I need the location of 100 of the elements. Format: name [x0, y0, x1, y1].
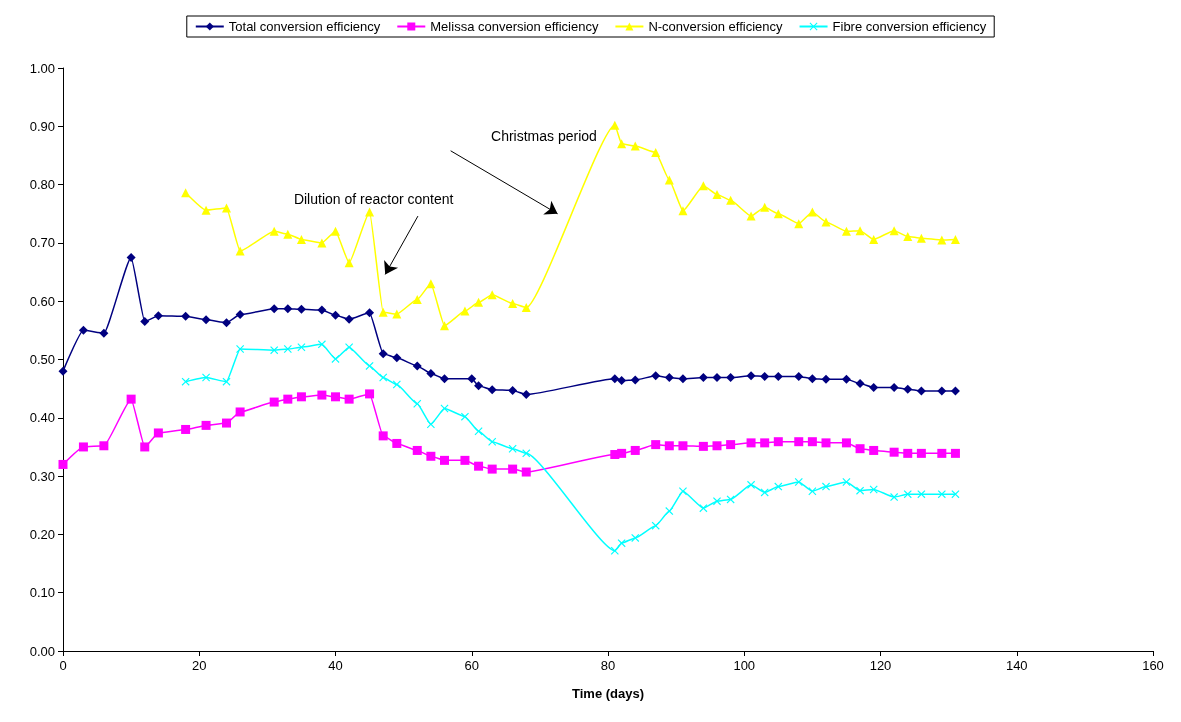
point	[521, 467, 531, 477]
point	[181, 424, 191, 434]
point	[889, 226, 899, 236]
point	[270, 346, 279, 355]
y-tick-label: 0.30	[29, 468, 55, 484]
point	[903, 490, 912, 499]
point	[235, 407, 245, 417]
y-tick-label: 0.90	[29, 118, 55, 134]
point	[821, 374, 831, 384]
point	[412, 294, 422, 304]
point	[344, 258, 354, 268]
point	[869, 234, 879, 244]
point	[283, 229, 293, 239]
point	[630, 375, 640, 385]
point	[379, 373, 388, 382]
point	[392, 438, 402, 448]
point	[631, 533, 640, 542]
point	[726, 373, 736, 383]
point	[365, 308, 375, 318]
point	[58, 366, 68, 376]
point	[937, 448, 947, 458]
point	[508, 385, 518, 395]
point	[153, 428, 163, 438]
point	[140, 442, 150, 452]
point	[392, 380, 401, 389]
point	[440, 374, 449, 384]
point	[664, 373, 674, 383]
point	[474, 461, 484, 471]
y-tick-label: 0.50	[29, 352, 55, 367]
point	[488, 437, 497, 446]
point	[617, 375, 627, 385]
point	[126, 252, 136, 262]
y-tick-label: 0.10	[29, 585, 55, 601]
point	[412, 361, 422, 371]
point	[794, 477, 803, 486]
point	[331, 310, 340, 320]
point	[331, 392, 340, 402]
point	[269, 304, 279, 314]
point	[440, 321, 449, 331]
point	[140, 317, 150, 327]
point	[842, 477, 851, 486]
point	[821, 217, 831, 227]
point	[365, 389, 375, 399]
point	[201, 420, 211, 430]
point	[378, 307, 388, 317]
point	[235, 310, 245, 320]
point	[378, 349, 388, 359]
point	[916, 448, 926, 458]
point	[283, 394, 293, 404]
x-tick-label: 160	[1142, 658, 1164, 673]
y-tick-label: 0.70	[29, 235, 55, 251]
point	[392, 309, 402, 319]
point	[760, 438, 770, 448]
point	[903, 448, 913, 458]
point	[855, 226, 865, 236]
point	[855, 444, 865, 454]
point	[726, 495, 735, 504]
point	[746, 211, 756, 221]
point	[698, 441, 708, 451]
point	[794, 371, 804, 381]
point	[822, 482, 830, 491]
point	[297, 343, 306, 352]
point	[78, 325, 88, 335]
point	[746, 371, 756, 381]
point	[903, 231, 913, 241]
point	[345, 343, 354, 352]
point	[440, 455, 449, 465]
point	[890, 493, 899, 502]
point	[474, 427, 483, 436]
point	[712, 441, 722, 451]
point	[610, 120, 620, 130]
point	[283, 304, 293, 314]
point	[201, 315, 211, 325]
point	[856, 486, 865, 495]
point	[746, 438, 756, 448]
point	[392, 353, 402, 363]
point	[665, 507, 674, 516]
legend-label: Total conversion efficiency	[228, 19, 381, 34]
point	[296, 234, 306, 244]
annotation: Christmas period	[491, 128, 597, 145]
point	[712, 373, 722, 383]
point	[365, 207, 375, 217]
point	[807, 207, 817, 217]
point	[937, 386, 947, 396]
point	[678, 206, 688, 216]
x-tick-label: 0	[59, 658, 67, 673]
point	[426, 279, 436, 289]
point	[950, 386, 960, 396]
point	[916, 233, 926, 243]
point	[181, 377, 190, 386]
point	[99, 441, 109, 451]
point	[467, 374, 477, 384]
point	[760, 371, 770, 381]
point	[726, 440, 736, 450]
point	[950, 234, 960, 244]
point	[235, 246, 245, 256]
point	[712, 190, 722, 200]
point	[460, 306, 470, 316]
point	[916, 386, 926, 396]
point	[610, 374, 620, 384]
